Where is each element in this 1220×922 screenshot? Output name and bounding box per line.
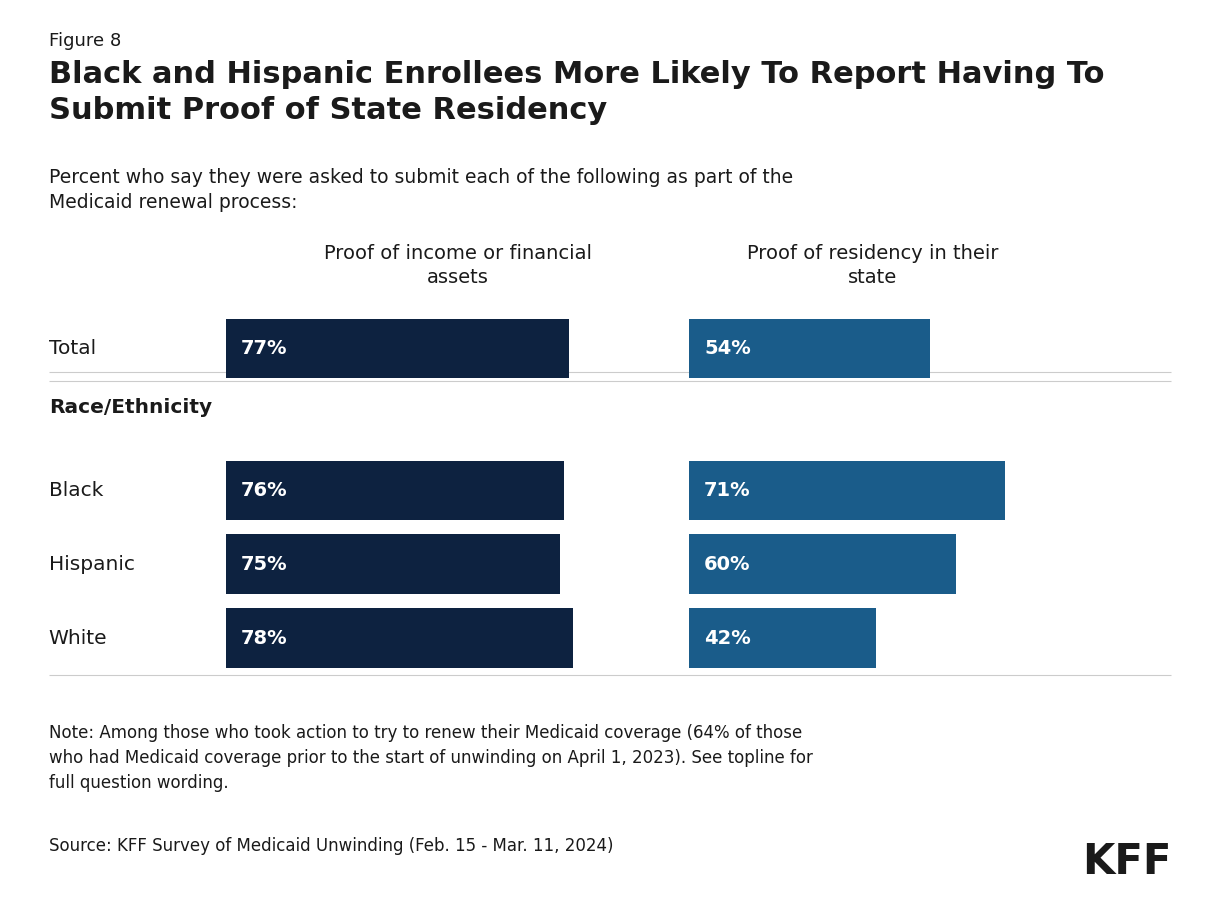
Text: KFF: KFF	[1082, 841, 1171, 883]
Text: Proof of income or financial
assets: Proof of income or financial assets	[323, 244, 592, 287]
Text: Proof of residency in their
state: Proof of residency in their state	[747, 244, 998, 287]
Text: 60%: 60%	[704, 555, 750, 573]
Text: Hispanic: Hispanic	[49, 555, 134, 573]
Text: Source: KFF Survey of Medicaid Unwinding (Feb. 15 - Mar. 11, 2024): Source: KFF Survey of Medicaid Unwinding…	[49, 837, 614, 856]
Text: 42%: 42%	[704, 629, 750, 647]
Text: 76%: 76%	[240, 481, 287, 500]
FancyBboxPatch shape	[689, 461, 1005, 520]
Text: 54%: 54%	[704, 339, 750, 358]
Text: Figure 8: Figure 8	[49, 32, 121, 51]
Text: Total: Total	[49, 339, 96, 358]
Text: Note: Among those who took action to try to renew their Medicaid coverage (64% o: Note: Among those who took action to try…	[49, 724, 813, 792]
FancyBboxPatch shape	[226, 609, 573, 668]
Text: Percent who say they were asked to submit each of the following as part of the
M: Percent who say they were asked to submi…	[49, 168, 793, 212]
FancyBboxPatch shape	[226, 318, 569, 378]
FancyBboxPatch shape	[689, 609, 876, 668]
Text: 71%: 71%	[704, 481, 750, 500]
Text: Black and Hispanic Enrollees More Likely To Report Having To
Submit Proof of Sta: Black and Hispanic Enrollees More Likely…	[49, 60, 1104, 124]
Text: 77%: 77%	[240, 339, 287, 358]
FancyBboxPatch shape	[689, 534, 956, 594]
FancyBboxPatch shape	[226, 461, 564, 520]
Text: 78%: 78%	[240, 629, 287, 647]
Text: White: White	[49, 629, 107, 647]
Text: Race/Ethnicity: Race/Ethnicity	[49, 398, 212, 417]
FancyBboxPatch shape	[226, 534, 560, 594]
FancyBboxPatch shape	[689, 318, 930, 378]
Text: Black: Black	[49, 481, 104, 500]
Text: 75%: 75%	[240, 555, 287, 573]
